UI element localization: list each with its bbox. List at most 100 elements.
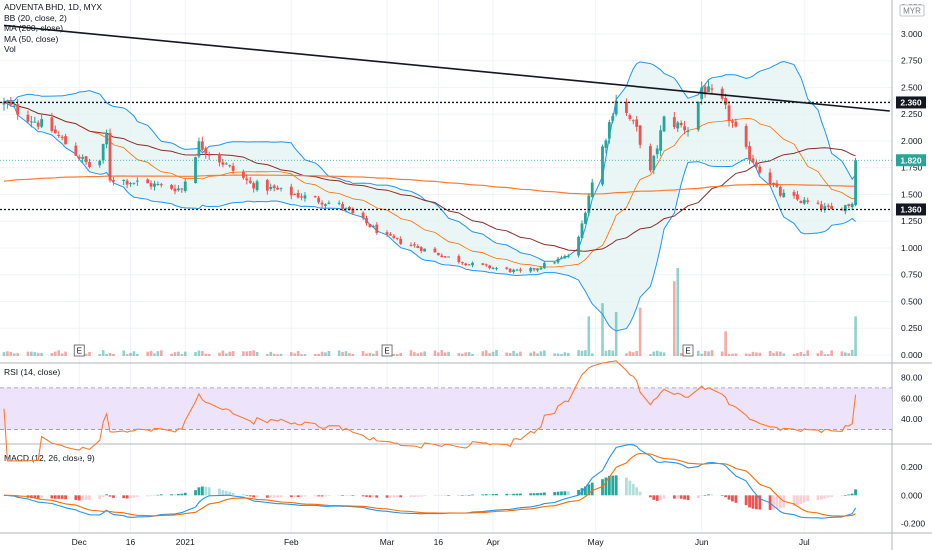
- candle-down[interactable]: [734, 118, 738, 128]
- candle-up[interactable]: [423, 248, 427, 252]
- candle-down[interactable]: [460, 261, 464, 265]
- candle-down[interactable]: [683, 120, 686, 135]
- candle-up[interactable]: [132, 182, 136, 185]
- candle-down[interactable]: [416, 244, 420, 249]
- candle-up[interactable]: [156, 181, 160, 186]
- candle-down[interactable]: [806, 197, 810, 205]
- candle-up[interactable]: [40, 114, 44, 129]
- candle-up[interactable]: [467, 264, 471, 266]
- candle-down[interactable]: [36, 120, 40, 130]
- candle-up[interactable]: [98, 159, 102, 168]
- candle-up[interactable]: [604, 138, 608, 154]
- candle-down[interactable]: [242, 169, 245, 180]
- candle-up[interactable]: [135, 177, 139, 186]
- time-axis[interactable]: Dec 16 2021 Feb Mar 16 Apr May Jun Jul: [72, 537, 810, 547]
- candle-down[interactable]: [768, 168, 772, 185]
- candle-down[interactable]: [799, 200, 803, 204]
- candle-up[interactable]: [655, 145, 659, 159]
- candle-down[interactable]: [341, 201, 344, 211]
- candle-down[interactable]: [710, 84, 714, 95]
- candle-up[interactable]: [823, 202, 827, 213]
- candle-down[interactable]: [731, 118, 734, 128]
- earnings-marker[interactable]: E: [682, 344, 694, 357]
- candle-up[interactable]: [611, 113, 615, 124]
- candle-up[interactable]: [782, 189, 786, 198]
- earnings-marker[interactable]: E: [73, 344, 85, 357]
- candle-down[interactable]: [320, 200, 324, 208]
- candle-down[interactable]: [272, 184, 276, 192]
- candle-down[interactable]: [505, 266, 509, 270]
- candle-up[interactable]: [29, 115, 33, 128]
- candle-up[interactable]: [371, 224, 375, 228]
- candle-down[interactable]: [231, 162, 235, 174]
- candle-down[interactable]: [772, 182, 775, 187]
- candle-down[interactable]: [748, 141, 751, 165]
- candle-up[interactable]: [686, 127, 690, 137]
- candle-up[interactable]: [491, 266, 495, 270]
- candle-down[interactable]: [413, 242, 416, 248]
- candle-down[interactable]: [796, 190, 799, 201]
- candle-up[interactable]: [662, 115, 666, 133]
- candle-down[interactable]: [635, 115, 639, 132]
- candle-down[interactable]: [245, 174, 249, 185]
- candle-up[interactable]: [607, 119, 611, 144]
- candle-down[interactable]: [638, 124, 642, 149]
- candle-up[interactable]: [556, 256, 560, 264]
- candle-down[interactable]: [6, 99, 9, 109]
- candle-down[interactable]: [125, 178, 129, 189]
- candle-down[interactable]: [60, 134, 64, 141]
- candle-down[interactable]: [751, 154, 755, 163]
- candle-down[interactable]: [457, 254, 461, 264]
- candle-up[interactable]: [324, 203, 327, 209]
- candle-down[interactable]: [207, 151, 211, 160]
- candle-up[interactable]: [707, 80, 710, 93]
- candle-down[interactable]: [389, 232, 392, 236]
- candle-down[interactable]: [724, 93, 728, 110]
- candle-up[interactable]: [122, 179, 126, 186]
- candle-up[interactable]: [12, 102, 16, 108]
- candle-down[interactable]: [484, 263, 488, 267]
- candle-up[interactable]: [536, 268, 539, 273]
- candle-down[interactable]: [84, 156, 88, 165]
- candle-up[interactable]: [101, 143, 105, 164]
- candle-up[interactable]: [614, 94, 618, 117]
- candle-up[interactable]: [696, 101, 700, 132]
- candle-down[interactable]: [173, 184, 177, 195]
- candle-down[interactable]: [847, 203, 851, 208]
- candle-down[interactable]: [313, 195, 317, 198]
- candle-up[interactable]: [566, 253, 570, 259]
- candle-down[interactable]: [317, 195, 321, 205]
- candle-down[interactable]: [679, 120, 683, 128]
- candle-up[interactable]: [344, 207, 348, 213]
- candle-down[interactable]: [672, 111, 676, 130]
- candle-up[interactable]: [659, 125, 663, 157]
- candle-up[interactable]: [33, 116, 37, 123]
- candle-up[interactable]: [580, 220, 584, 239]
- candle-down[interactable]: [146, 178, 150, 184]
- candle-down[interactable]: [744, 123, 748, 150]
- candle-down[interactable]: [88, 158, 91, 169]
- candle-down[interactable]: [399, 236, 403, 246]
- candle-down[interactable]: [436, 252, 440, 256]
- candle-down[interactable]: [488, 264, 492, 270]
- candle-down[interactable]: [361, 211, 365, 221]
- candle-down[interactable]: [385, 230, 389, 237]
- bb-legend[interactable]: BB (20, close, 2): [4, 12, 67, 23]
- candle-up[interactable]: [854, 157, 857, 207]
- candle-up[interactable]: [590, 178, 594, 198]
- candle-up[interactable]: [279, 187, 283, 192]
- candle-up[interactable]: [183, 178, 187, 193]
- candle-down[interactable]: [289, 183, 293, 200]
- candle-down[interactable]: [300, 193, 303, 201]
- candle-down[interactable]: [293, 193, 297, 196]
- candle-down[interactable]: [519, 267, 522, 273]
- candle-down[interactable]: [218, 152, 221, 167]
- candle-down[interactable]: [159, 182, 163, 188]
- candle-down[interactable]: [532, 267, 536, 272]
- candle-up[interactable]: [327, 200, 331, 205]
- candle-up[interactable]: [850, 202, 854, 210]
- candle-up[interactable]: [337, 200, 341, 206]
- candle-up[interactable]: [269, 183, 273, 191]
- candle-up[interactable]: [255, 179, 259, 192]
